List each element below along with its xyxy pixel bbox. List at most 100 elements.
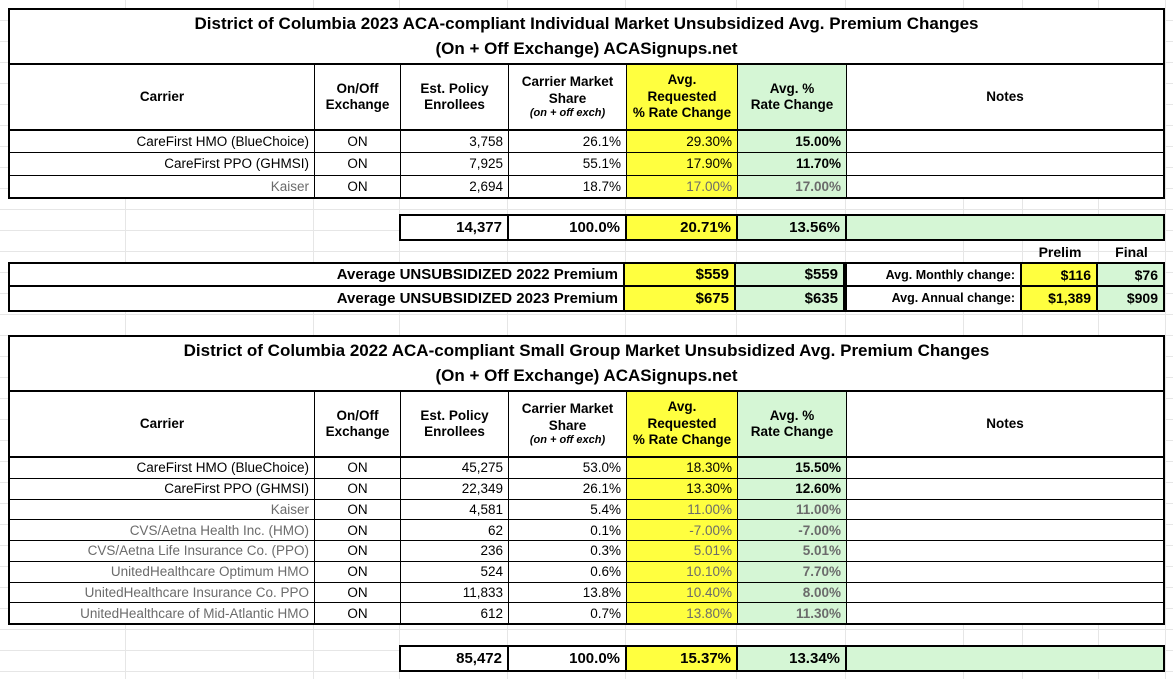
cell-notes[interactable]: [847, 458, 1163, 478]
cell-rate-change[interactable]: 5.01%: [738, 541, 847, 561]
cell-exchange[interactable]: ON: [315, 478, 401, 499]
summary-notes[interactable]: [847, 647, 1163, 670]
cell-notes[interactable]: [847, 520, 1163, 540]
cell-rate-change[interactable]: 12.60%: [738, 478, 847, 499]
cell-rate-change[interactable]: 7.70%: [738, 561, 847, 582]
cell-rate-change[interactable]: 15.50%: [738, 458, 847, 478]
cell-notes[interactable]: [847, 603, 1163, 623]
monthly-change-prelim[interactable]: $116: [1020, 264, 1096, 285]
header-carrier[interactable]: Carrier: [10, 392, 315, 456]
header-market-share[interactable]: Carrier Market Share (on + off exch): [509, 65, 627, 129]
cell-notes[interactable]: [847, 131, 1163, 152]
cell-enrollees[interactable]: 524: [401, 561, 509, 582]
cell-requested-rate[interactable]: -7.00%: [627, 520, 738, 540]
cell-exchange[interactable]: ON: [315, 582, 401, 603]
summary-rate-change[interactable]: 13.34%: [738, 647, 847, 670]
annual-change-label[interactable]: Avg. Annual change:: [891, 291, 1015, 306]
cell-notes[interactable]: [847, 500, 1163, 520]
cell-market-share[interactable]: 26.1%: [509, 131, 627, 153]
cell-enrollees[interactable]: 62: [401, 520, 509, 540]
cell-carrier[interactable]: CareFirst PPO (GHMSI): [10, 153, 315, 175]
header-notes[interactable]: Notes: [986, 415, 1024, 431]
cell-requested-rate[interactable]: 13.30%: [627, 478, 738, 499]
annual-change-prelim[interactable]: $1,389: [1020, 286, 1096, 310]
cell-requested-rate[interactable]: 5.01%: [627, 541, 738, 561]
cell-requested-rate[interactable]: 11.00%: [627, 499, 738, 520]
premium-2022-final[interactable]: $559: [734, 264, 843, 285]
final-label[interactable]: Final: [1115, 243, 1148, 260]
cell-market-share[interactable]: 53.0%: [509, 458, 627, 478]
cell-exchange[interactable]: ON: [315, 153, 401, 175]
cell-carrier[interactable]: Kaiser: [10, 499, 315, 520]
cell-exchange[interactable]: ON: [315, 131, 401, 153]
header-market-share[interactable]: Carrier Market Share (on + off exch): [509, 392, 627, 456]
cell-notes[interactable]: [847, 153, 1163, 174]
cell-market-share[interactable]: 26.1%: [509, 478, 627, 499]
header-exchange[interactable]: On/Off Exchange: [315, 392, 401, 456]
cell-requested-rate[interactable]: 29.30%: [627, 131, 738, 153]
cell-rate-change[interactable]: 15.00%: [738, 131, 847, 153]
summary-market-share[interactable]: 100.0%: [509, 647, 627, 670]
cell-notes[interactable]: [847, 176, 1163, 197]
cell-market-share[interactable]: 55.1%: [509, 153, 627, 175]
cell-market-share[interactable]: 13.8%: [509, 582, 627, 603]
cell-notes[interactable]: [847, 479, 1163, 499]
cell-rate-change[interactable]: 11.30%: [738, 603, 847, 623]
header-rate-change[interactable]: Avg. % Rate Change: [738, 392, 847, 456]
cell-rate-change[interactable]: 8.00%: [738, 582, 847, 603]
header-carrier[interactable]: Carrier: [10, 65, 315, 129]
summary-notes[interactable]: [847, 216, 1163, 239]
cell-carrier[interactable]: CVS/Aetna Health Inc. (HMO): [10, 520, 315, 540]
annual-change-final[interactable]: $909: [1096, 286, 1163, 310]
cell-carrier[interactable]: CareFirst HMO (BlueChoice): [10, 131, 315, 153]
cell-notes[interactable]: [847, 541, 1163, 561]
cell-enrollees[interactable]: 2,694: [401, 175, 509, 197]
cell-carrier[interactable]: CVS/Aetna Life Insurance Co. (PPO): [10, 541, 315, 561]
cell-rate-change[interactable]: 11.70%: [738, 153, 847, 175]
cell-exchange[interactable]: ON: [315, 561, 401, 582]
summary-enrollees[interactable]: 85,472: [401, 647, 509, 670]
cell-market-share[interactable]: 5.4%: [509, 499, 627, 520]
header-notes[interactable]: Notes: [986, 88, 1024, 104]
cell-enrollees[interactable]: 3,758: [401, 131, 509, 153]
cell-requested-rate[interactable]: 13.80%: [627, 603, 738, 623]
cell-rate-change[interactable]: -7.00%: [738, 520, 847, 540]
summary-market-share[interactable]: 100.0%: [509, 216, 627, 239]
cell-enrollees[interactable]: 612: [401, 603, 509, 623]
cell-carrier[interactable]: CareFirst HMO (BlueChoice): [10, 458, 315, 478]
cell-exchange[interactable]: ON: [315, 603, 401, 623]
summary-enrollees[interactable]: 14,377: [401, 216, 509, 239]
cell-requested-rate[interactable]: 17.90%: [627, 153, 738, 175]
cell-exchange[interactable]: ON: [315, 175, 401, 197]
monthly-change-label[interactable]: Avg. Monthly change:: [885, 267, 1015, 282]
premium-2023-final[interactable]: $635: [734, 286, 843, 310]
monthly-change-final[interactable]: $76: [1096, 264, 1163, 285]
premium-2023-label[interactable]: Average UNSUBSIDIZED 2023 Premium: [336, 289, 618, 307]
cell-enrollees[interactable]: 4,581: [401, 499, 509, 520]
header-enrollees[interactable]: Est. Policy Enrollees: [401, 392, 509, 456]
summary-requested-rate[interactable]: 20.71%: [627, 216, 738, 239]
cell-carrier[interactable]: CareFirst PPO (GHMSI): [10, 478, 315, 499]
table-title[interactable]: District of Columbia 2023 ACA-compliant …: [10, 10, 1163, 65]
premium-2022-requested[interactable]: $559: [623, 264, 734, 285]
cell-requested-rate[interactable]: 18.30%: [627, 458, 738, 478]
premium-2023-requested[interactable]: $675: [623, 286, 734, 310]
cell-market-share[interactable]: 0.7%: [509, 603, 627, 623]
header-rate-change[interactable]: Avg. % Rate Change: [738, 65, 847, 129]
cell-exchange[interactable]: ON: [315, 458, 401, 478]
summary-requested-rate[interactable]: 15.37%: [627, 647, 738, 670]
cell-market-share[interactable]: 18.7%: [509, 175, 627, 197]
table-title[interactable]: District of Columbia 2022 ACA-compliant …: [10, 337, 1163, 392]
prelim-label[interactable]: Prelim: [1038, 243, 1082, 260]
cell-exchange[interactable]: ON: [315, 499, 401, 520]
cell-exchange[interactable]: ON: [315, 541, 401, 561]
cell-exchange[interactable]: ON: [315, 520, 401, 540]
cell-enrollees[interactable]: 45,275: [401, 458, 509, 478]
cell-requested-rate[interactable]: 10.40%: [627, 582, 738, 603]
cell-market-share[interactable]: 0.3%: [509, 541, 627, 561]
cell-enrollees[interactable]: 11,833: [401, 582, 509, 603]
cell-rate-change[interactable]: 17.00%: [738, 175, 847, 197]
header-enrollees[interactable]: Est. Policy Enrollees: [401, 65, 509, 129]
summary-rate-change[interactable]: 13.56%: [738, 216, 847, 239]
cell-notes[interactable]: [847, 583, 1163, 603]
